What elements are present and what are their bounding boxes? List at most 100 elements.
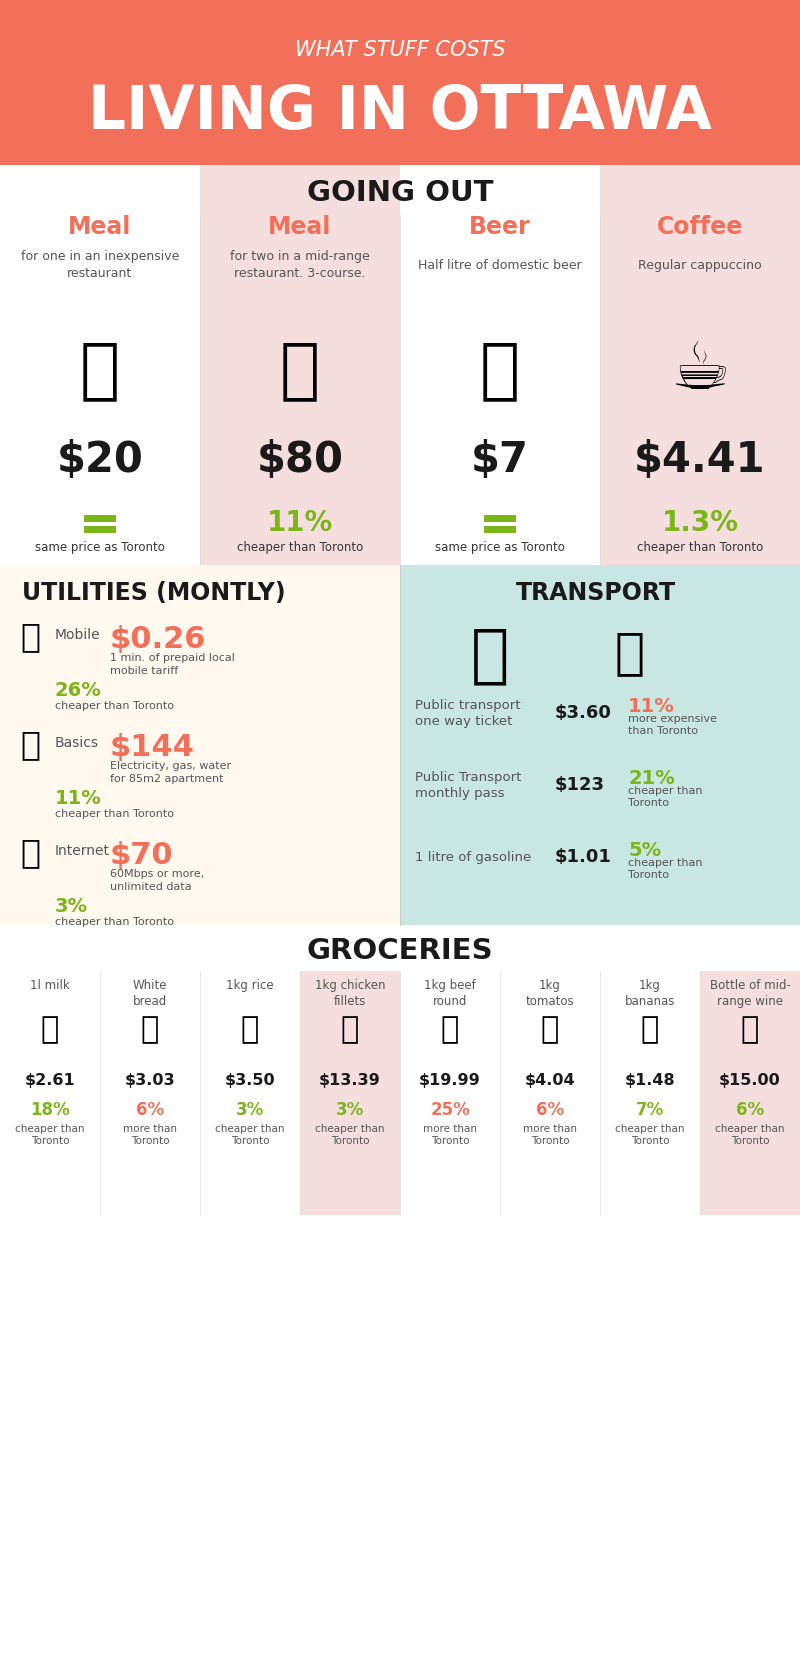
Text: 🍅: 🍅 [541,1015,559,1045]
Text: $4.41: $4.41 [634,438,766,482]
Text: same price as Toronto: same price as Toronto [435,540,565,553]
Text: 1 litre of gasoline: 1 litre of gasoline [415,850,531,864]
Text: Meal: Meal [268,215,332,238]
Text: cheaper than Toronto: cheaper than Toronto [55,808,174,818]
Text: 🍚: 🍚 [241,1015,259,1045]
Text: cheaper than Toronto: cheaper than Toronto [55,917,174,927]
Text: Electricity, gas, water
for 85m2 apartment: Electricity, gas, water for 85m2 apartme… [110,762,231,783]
Text: cheaper than
Toronto: cheaper than Toronto [315,1124,385,1147]
Bar [484,527,516,533]
Text: 5%: 5% [628,840,661,860]
Text: Internet: Internet [55,844,110,859]
Text: $19.99: $19.99 [419,1072,481,1087]
Text: Meal: Meal [68,215,132,238]
Text: Half litre of domestic beer: Half litre of domestic beer [418,258,582,272]
Text: $1.48: $1.48 [625,1072,675,1087]
Polygon shape [82,495,118,513]
Text: 6%: 6% [136,1100,164,1119]
Text: cheaper than
Toronto: cheaper than Toronto [628,785,702,808]
Text: $3.50: $3.50 [225,1072,275,1087]
Text: cheaper than Toronto: cheaper than Toronto [55,702,174,712]
Text: more expensive
than Toronto: more expensive than Toronto [628,713,717,737]
Bar [0,0,800,165]
Text: $2.61: $2.61 [25,1072,75,1087]
Text: 🥛: 🥛 [41,1015,59,1045]
Bar [0,925,800,1215]
Text: $80: $80 [257,438,343,482]
Text: 🚌: 🚌 [471,623,509,687]
Text: $3.60: $3.60 [555,703,612,722]
Text: 1.3%: 1.3% [662,508,738,537]
Text: for two in a mid-range
restaurant. 3-course.: for two in a mid-range restaurant. 3-cou… [230,250,370,280]
Text: cheaper than
Toronto: cheaper than Toronto [628,859,702,880]
Bar [0,165,800,565]
Text: 6%: 6% [536,1100,564,1119]
Text: GOING OUT: GOING OUT [306,178,494,207]
Text: more than
Toronto: more than Toronto [423,1124,477,1147]
Text: 11%: 11% [267,508,333,537]
Text: 1kg beef
round: 1kg beef round [424,979,476,1009]
Text: 1kg
bananas: 1kg bananas [625,979,675,1009]
Text: cheaper than
Toronto: cheaper than Toronto [615,1124,685,1147]
Text: cheaper than
Toronto: cheaper than Toronto [715,1124,785,1147]
Text: 11%: 11% [628,697,674,715]
Bar [484,515,516,522]
Text: Mobile: Mobile [55,628,101,642]
Text: 1kg chicken
fillets: 1kg chicken fillets [314,979,386,1009]
Text: 21%: 21% [628,768,674,787]
Text: cheaper than Toronto: cheaper than Toronto [237,540,363,553]
Text: 60Mbps or more,
unlimited data: 60Mbps or more, unlimited data [110,869,204,892]
Text: LIVING IN OTTAWA: LIVING IN OTTAWA [88,82,712,142]
Text: $0.26: $0.26 [110,625,206,653]
Text: for one in an inexpensive
restaurant: for one in an inexpensive restaurant [21,250,179,280]
Text: more than
Toronto: more than Toronto [523,1124,577,1147]
Text: 7%: 7% [636,1100,664,1119]
Text: 25%: 25% [430,1100,470,1119]
Text: Beer: Beer [469,215,531,238]
Text: $7: $7 [471,438,529,482]
Text: $4.04: $4.04 [525,1072,575,1087]
Text: TRANSPORT: TRANSPORT [516,582,676,605]
Text: $1.01: $1.01 [555,849,612,865]
Bar [600,165,800,565]
Text: 3%: 3% [236,1100,264,1119]
Text: 🔌: 🔌 [20,728,40,762]
Polygon shape [282,495,318,513]
Text: 11%: 11% [55,788,102,808]
Text: ⛽: ⛽ [615,628,645,677]
Text: 🍷: 🍷 [741,1015,759,1045]
Text: Public Transport
monthly pass: Public Transport monthly pass [415,770,522,800]
Bar [400,565,800,925]
Text: 1kg rice: 1kg rice [226,979,274,992]
Bar [0,1215,800,1667]
Text: Coffee: Coffee [657,215,743,238]
Text: ☕: ☕ [670,337,730,403]
Text: more than
Toronto: more than Toronto [123,1124,177,1147]
Text: 🍞: 🍞 [141,1015,159,1045]
Text: $13.39: $13.39 [319,1072,381,1087]
Text: WHAT STUFF COSTS: WHAT STUFF COSTS [294,40,506,60]
Text: 🍗: 🍗 [341,1015,359,1045]
Text: $70: $70 [110,840,174,870]
Text: 🍌: 🍌 [641,1015,659,1045]
Text: Basics: Basics [55,737,99,750]
Text: $123: $123 [555,777,605,793]
Text: 26%: 26% [55,682,102,700]
Text: 🍕: 🍕 [80,337,120,403]
Text: 👫: 👫 [280,337,320,403]
Text: 1 min. of prepaid local
mobile tariff: 1 min. of prepaid local mobile tariff [110,653,235,677]
Text: Regular cappuccino: Regular cappuccino [638,258,762,272]
Polygon shape [482,495,518,513]
Polygon shape [682,495,718,513]
Text: GROCERIES: GROCERIES [306,937,494,965]
Text: 1l milk: 1l milk [30,979,70,992]
Bar [700,970,800,1215]
Text: $3.03: $3.03 [125,1072,175,1087]
Bar [200,165,400,565]
Text: cheaper than
Toronto: cheaper than Toronto [15,1124,85,1147]
Text: UTILITIES (MONTLY): UTILITIES (MONTLY) [22,582,286,605]
Text: $144: $144 [110,733,195,762]
Text: 📱: 📱 [20,620,40,653]
Text: Bottle of mid-
range wine: Bottle of mid- range wine [710,979,790,1009]
Bar [300,970,400,1215]
